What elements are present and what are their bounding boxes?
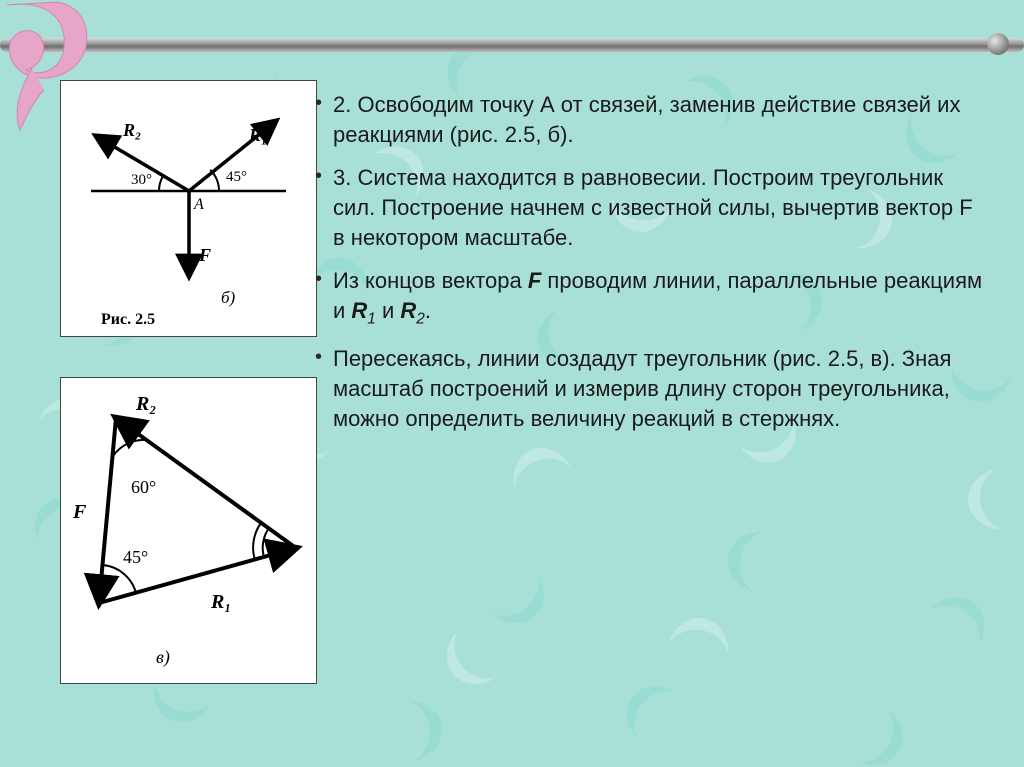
paragraph-2: 3. Система находится в равновесии. Постр… — [333, 163, 984, 252]
sublabel-b: б) — [221, 288, 236, 307]
caption-2-5: Рис. 2.5 — [101, 311, 155, 328]
figure-2-5-b: R₁ R₂ F A 45° 30° б) Рис. 2.5 — [60, 80, 317, 337]
p3-c: и — [376, 298, 401, 323]
content-area: R₁ R₂ F A 45° 30° б) Рис. 2.5 — [60, 80, 984, 737]
label-30: 30° — [131, 172, 152, 188]
p3-R2s: 2 — [416, 311, 425, 328]
slide: R₁ R₂ F A 45° 30° б) Рис. 2.5 — [0, 0, 1024, 767]
label-R1-tri: R₁ — [210, 591, 231, 613]
label-60: 60° — [131, 477, 156, 497]
paragraph-4: Пересекаясь, линии создадут треугольник … — [333, 344, 984, 433]
label-R1: R₁ — [248, 125, 267, 145]
rod-cap-left — [15, 33, 37, 55]
label-R2: R₂ — [122, 120, 141, 140]
figure-2-5-v: F R₂ R₁ 60° 45° в) — [60, 377, 317, 684]
label-A: A — [193, 196, 204, 213]
sublabel-v: в) — [156, 647, 170, 668]
label-R2-tri: R₂ — [135, 393, 156, 415]
rod — [0, 38, 1024, 52]
p3-d: . — [425, 298, 431, 323]
rod-cap-right — [987, 33, 1009, 55]
paragraph-1: 2. Освободим точку А от связей, заменив … — [333, 90, 984, 149]
label-F-tri: F — [72, 501, 87, 523]
label-45-tri: 45° — [123, 547, 148, 567]
label-45: 45° — [226, 169, 247, 185]
figures-column: R₁ R₂ F A 45° 30° б) Рис. 2.5 — [60, 80, 315, 737]
p3-R1: R — [351, 298, 367, 323]
p3-F: F — [528, 268, 541, 293]
p3-R2: R — [400, 298, 416, 323]
p3-R1s: 1 — [367, 311, 376, 328]
paragraph-3: Из концов вектора F проводим линии, пара… — [333, 266, 984, 330]
p3-a: Из концов вектора — [333, 268, 528, 293]
label-F: F — [198, 245, 211, 265]
text-column: 2. Освободим точку А от связей, заменив … — [333, 80, 984, 737]
